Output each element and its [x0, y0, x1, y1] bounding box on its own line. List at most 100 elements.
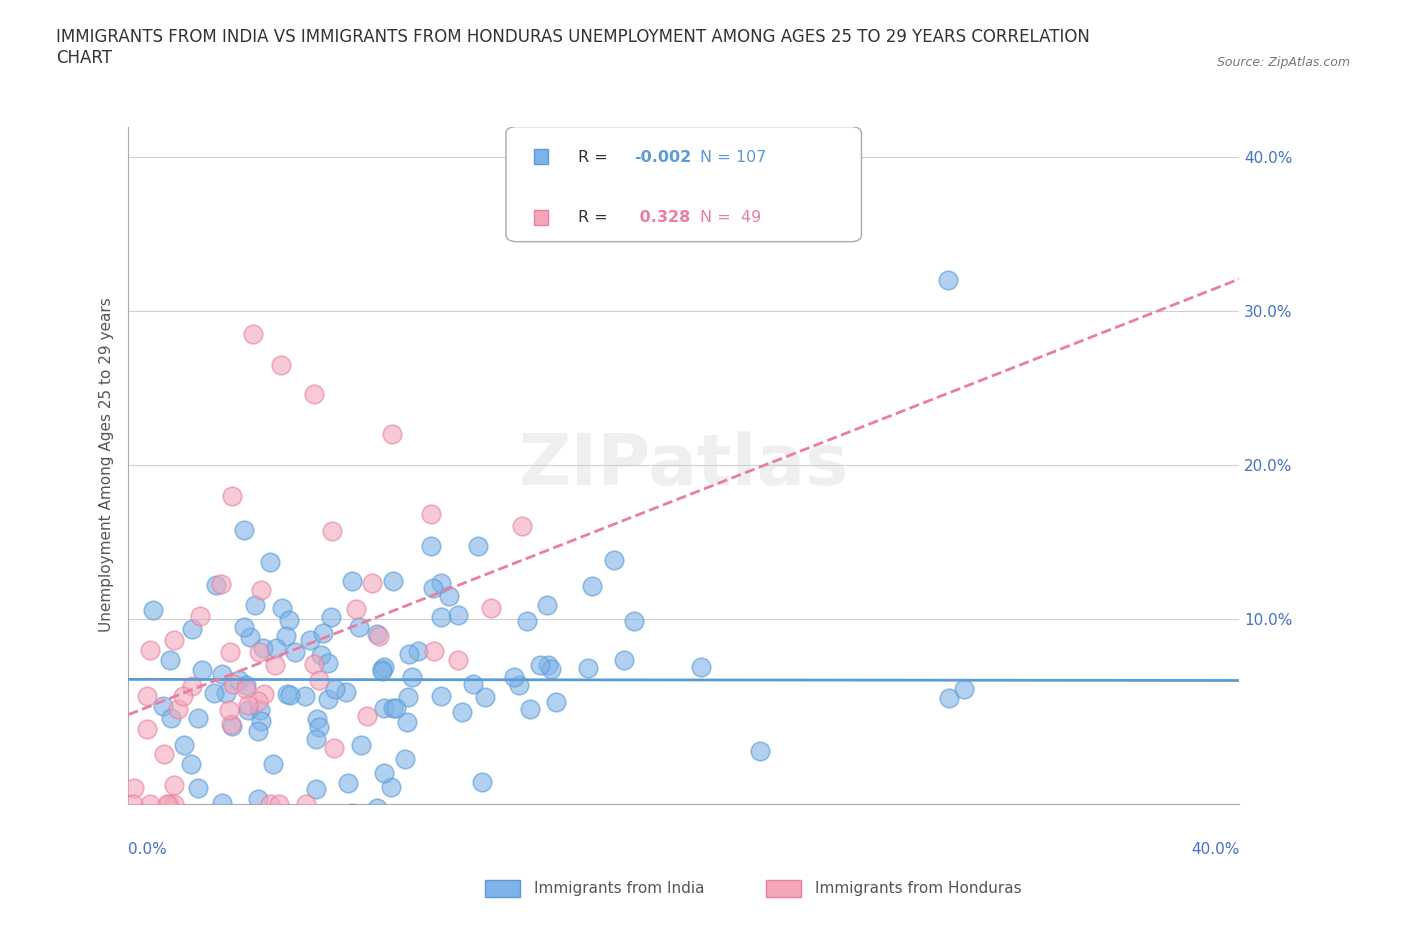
Point [139, 643, 162, 658]
Point [247, 644, 270, 659]
Text: Source: ZipAtlas.com: Source: ZipAtlas.com [1216, 56, 1350, 69]
Point [179, 839, 201, 854]
Point [576, 660, 599, 675]
Point [344, 602, 367, 617]
Point [305, 732, 328, 747]
Point [142, 603, 165, 618]
Point [274, 629, 297, 644]
Text: 0.0%: 0.0% [128, 842, 167, 857]
Point [232, 523, 254, 538]
Point [267, 796, 290, 811]
Point [366, 627, 388, 642]
Point [422, 644, 444, 658]
Point [160, 711, 183, 725]
Point [420, 506, 443, 521]
Point [259, 796, 281, 811]
Point [371, 661, 394, 676]
Point [219, 644, 242, 659]
Point [247, 724, 270, 738]
Point [219, 716, 242, 731]
Point [447, 653, 470, 668]
Point [356, 709, 378, 724]
Text: N = 107: N = 107 [700, 150, 766, 165]
Point [371, 664, 394, 679]
Point [221, 489, 243, 504]
Point [304, 781, 326, 796]
Point [381, 427, 404, 442]
Point [153, 746, 176, 761]
Text: -0.002: -0.002 [634, 150, 690, 165]
Point [163, 796, 186, 811]
Point [218, 703, 240, 718]
FancyBboxPatch shape [534, 210, 548, 225]
Point [503, 669, 526, 684]
Point [228, 672, 250, 687]
Point [136, 688, 159, 703]
Point [537, 658, 560, 672]
Point [519, 702, 541, 717]
Point [252, 641, 274, 656]
Point [420, 539, 443, 554]
Point [191, 662, 214, 677]
FancyBboxPatch shape [534, 149, 548, 164]
Point [394, 751, 416, 766]
Point [398, 647, 420, 662]
Point [302, 386, 325, 401]
Point [316, 656, 339, 671]
Point [238, 698, 260, 713]
Point [209, 577, 232, 591]
Point [187, 780, 209, 795]
Point [166, 702, 188, 717]
Point [385, 701, 408, 716]
Point [214, 685, 236, 700]
Point [235, 678, 257, 693]
Point [172, 688, 194, 703]
Point [395, 714, 418, 729]
Point [373, 765, 395, 780]
Point [319, 843, 342, 857]
Point [474, 690, 496, 705]
Point [242, 326, 264, 341]
Point [373, 659, 395, 674]
Point [211, 667, 233, 682]
Point [430, 688, 453, 703]
Y-axis label: Unemployment Among Ages 25 to 29 years: Unemployment Among Ages 25 to 29 years [100, 298, 114, 632]
Point [749, 744, 772, 759]
Point [451, 705, 474, 720]
Point [467, 538, 489, 553]
Point [156, 796, 179, 811]
Point [259, 555, 281, 570]
Point [180, 757, 202, 772]
Text: Immigrants from India: Immigrants from India [534, 881, 704, 896]
Point [322, 740, 344, 755]
Point [366, 801, 388, 816]
Point [382, 573, 405, 588]
Point [159, 653, 181, 668]
Point [347, 620, 370, 635]
Point [342, 806, 364, 821]
Point [211, 796, 233, 811]
Point [205, 578, 228, 592]
Text: 0.328: 0.328 [634, 210, 690, 225]
Point [335, 684, 357, 699]
Point [152, 699, 174, 714]
Point [602, 552, 624, 567]
Point [321, 609, 343, 624]
Point [236, 702, 259, 717]
Text: R =: R = [578, 150, 613, 165]
Point [294, 688, 316, 703]
Point [308, 719, 330, 734]
Point [221, 718, 243, 733]
Text: Immigrants from Honduras: Immigrants from Honduras [815, 881, 1022, 896]
Point [266, 641, 288, 656]
Point [613, 653, 636, 668]
Point [938, 691, 960, 706]
Point [544, 694, 567, 709]
Point [188, 609, 211, 624]
Point [233, 619, 256, 634]
Point [247, 791, 270, 806]
Point [245, 597, 267, 612]
Text: N =  49: N = 49 [700, 210, 762, 225]
Point [309, 648, 332, 663]
Point [510, 519, 533, 534]
